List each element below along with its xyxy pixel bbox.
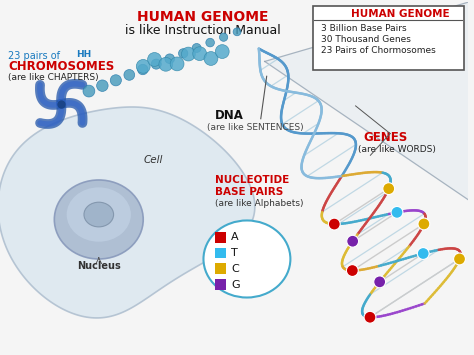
Circle shape [159,58,173,71]
Circle shape [219,33,228,41]
Text: DNA: DNA [215,109,244,122]
Text: GENES: GENES [364,131,408,144]
Text: A: A [231,232,239,242]
Text: HH: HH [76,50,91,59]
Ellipse shape [84,202,114,227]
Text: (are like SENTENCES): (are like SENTENCES) [208,123,304,132]
Circle shape [137,60,150,73]
Circle shape [383,183,395,195]
Text: Cell: Cell [144,155,163,165]
Ellipse shape [67,187,131,242]
Circle shape [418,218,430,230]
Circle shape [179,49,188,58]
Bar [215,279,226,290]
Text: (are like WORDS): (are like WORDS) [357,145,436,154]
Text: is like Instruction Manual: is like Instruction Manual [125,24,280,37]
Text: Nucleus: Nucleus [77,261,121,271]
Text: G: G [231,280,240,290]
Bar [215,248,226,258]
Circle shape [233,28,241,36]
Polygon shape [0,107,255,318]
Circle shape [206,38,214,47]
Polygon shape [264,2,468,200]
Text: (are like CHAPTERS): (are like CHAPTERS) [8,73,99,82]
Circle shape [364,311,376,323]
Circle shape [110,75,121,86]
Text: BASE PAIRS: BASE PAIRS [215,187,283,197]
Circle shape [137,64,148,75]
Circle shape [215,45,229,59]
Text: 23 Pairs of Chormosomes: 23 Pairs of Chormosomes [321,46,436,55]
Bar [215,232,226,243]
Text: NUCLEOTIDE: NUCLEOTIDE [215,175,290,185]
Text: (are like Alphabets): (are like Alphabets) [215,199,304,208]
Circle shape [328,218,340,230]
FancyBboxPatch shape [313,6,464,70]
Circle shape [97,80,108,92]
Circle shape [417,247,429,260]
Ellipse shape [203,220,291,297]
Text: CHROMOSOMES: CHROMOSOMES [8,60,114,73]
Circle shape [170,57,184,71]
Text: HUMAN GENOME: HUMAN GENOME [351,9,449,19]
Circle shape [147,53,162,66]
Circle shape [182,47,195,61]
Circle shape [374,276,385,288]
Circle shape [165,54,174,64]
Text: 30 Thousand Genes: 30 Thousand Genes [321,35,411,44]
Text: C: C [231,264,239,274]
Circle shape [83,85,95,97]
Text: HUMAN GENOME: HUMAN GENOME [137,10,268,24]
Circle shape [204,51,218,65]
Circle shape [151,59,161,69]
Circle shape [391,207,403,218]
Circle shape [193,47,207,61]
Ellipse shape [55,180,143,259]
Circle shape [347,235,359,247]
Circle shape [346,264,358,277]
Bar [215,263,226,274]
Text: T: T [231,248,238,258]
Circle shape [124,70,135,80]
Circle shape [454,253,465,265]
Text: 3 Billion Base Pairs: 3 Billion Base Pairs [321,24,407,33]
Circle shape [192,43,201,53]
Text: 23 pairs of: 23 pairs of [8,50,60,60]
